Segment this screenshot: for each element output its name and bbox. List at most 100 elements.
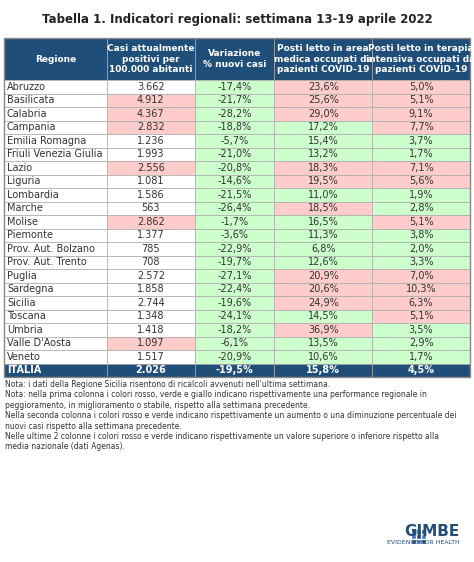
Text: Piemonte: Piemonte [7, 230, 53, 240]
Bar [274, 93, 372, 107]
Bar [195, 269, 274, 283]
Bar [195, 364, 274, 377]
Bar [107, 310, 195, 323]
Text: 1,7%: 1,7% [409, 149, 433, 159]
Bar [372, 38, 470, 80]
Bar [107, 202, 195, 215]
Text: 1.236: 1.236 [137, 136, 164, 146]
Bar [4, 269, 107, 283]
Text: 36,9%: 36,9% [308, 325, 338, 335]
Bar [4, 310, 107, 323]
Bar [372, 161, 470, 174]
Text: 2,9%: 2,9% [409, 338, 433, 348]
Text: 1.418: 1.418 [137, 325, 164, 335]
Text: 18,3%: 18,3% [308, 163, 338, 173]
Text: 785: 785 [141, 244, 160, 254]
Bar [274, 147, 372, 161]
Text: 10,6%: 10,6% [308, 352, 338, 362]
Bar [107, 215, 195, 229]
Bar [195, 93, 274, 107]
Text: -21,5%: -21,5% [218, 190, 252, 200]
Text: 1.517: 1.517 [137, 352, 164, 362]
Text: Prov. Aut. Bolzano: Prov. Aut. Bolzano [7, 244, 95, 254]
Bar [417, 535, 421, 539]
Bar [107, 229, 195, 242]
Bar [195, 80, 274, 93]
Text: 2.572: 2.572 [137, 271, 165, 281]
Text: Posti letto in area
medica occupati da
pazienti COVID-19: Posti letto in area medica occupati da p… [274, 44, 373, 74]
Text: Molise: Molise [7, 217, 38, 226]
Bar [195, 161, 274, 174]
Bar [372, 188, 470, 202]
Bar [274, 337, 372, 350]
Text: -3,6%: -3,6% [221, 230, 249, 240]
Text: -21,7%: -21,7% [218, 95, 252, 105]
Bar [274, 350, 372, 364]
Bar [107, 242, 195, 256]
Bar [274, 202, 372, 215]
Bar [274, 215, 372, 229]
Bar [274, 161, 372, 174]
Bar [274, 80, 372, 93]
Text: 2,0%: 2,0% [409, 244, 433, 254]
Bar [274, 364, 372, 377]
Bar [107, 38, 195, 80]
Text: 2.832: 2.832 [137, 123, 164, 132]
Bar [372, 93, 470, 107]
Text: Campania: Campania [7, 123, 56, 132]
Bar [195, 296, 274, 310]
Bar [274, 174, 372, 188]
Text: 11,3%: 11,3% [308, 230, 338, 240]
Text: Basilicata: Basilicata [7, 95, 55, 105]
Bar [195, 134, 274, 147]
Text: 4,5%: 4,5% [408, 365, 435, 375]
Text: 2.556: 2.556 [137, 163, 165, 173]
Bar [274, 256, 372, 269]
Bar [107, 364, 195, 377]
Bar [4, 229, 107, 242]
Bar [195, 38, 274, 80]
Bar [274, 188, 372, 202]
Bar [274, 107, 372, 120]
Bar [195, 202, 274, 215]
Bar [4, 147, 107, 161]
Text: 20,6%: 20,6% [308, 284, 338, 294]
Bar [107, 161, 195, 174]
Text: 23,6%: 23,6% [308, 81, 338, 92]
Bar [372, 364, 470, 377]
Text: Abruzzo: Abruzzo [7, 81, 46, 92]
Bar [4, 188, 107, 202]
Text: EVIDENCE FOR HEALTH: EVIDENCE FOR HEALTH [387, 540, 460, 545]
Text: 15,8%: 15,8% [306, 365, 340, 375]
Text: 5,1%: 5,1% [409, 217, 433, 226]
Text: Sicilia: Sicilia [7, 298, 36, 308]
Bar [274, 38, 372, 80]
Text: 2.862: 2.862 [137, 217, 164, 226]
Text: 1.348: 1.348 [137, 311, 164, 321]
Bar [4, 215, 107, 229]
Text: -18,2%: -18,2% [218, 325, 252, 335]
Bar [372, 215, 470, 229]
Bar [4, 93, 107, 107]
Bar [107, 80, 195, 93]
Text: 5,1%: 5,1% [409, 311, 433, 321]
Bar [274, 242, 372, 256]
Text: 1.377: 1.377 [137, 230, 164, 240]
Text: Posti letto in terapia
intensiva occupati da
pazienti COVID-19: Posti letto in terapia intensiva occupat… [366, 44, 474, 74]
Text: -20,9%: -20,9% [218, 352, 252, 362]
Bar [195, 107, 274, 120]
Text: 3,5%: 3,5% [409, 325, 433, 335]
Text: Variazione
% nuovi casi: Variazione % nuovi casi [203, 49, 266, 69]
Bar [107, 337, 195, 350]
Text: ITALIA: ITALIA [7, 365, 41, 375]
Bar [274, 296, 372, 310]
Text: Lombardia: Lombardia [7, 190, 59, 200]
Bar [372, 296, 470, 310]
Bar [412, 530, 416, 534]
Text: Nota: i dati della Regione Sicilia risentono di ricalcoli avvenuti nell'ultima s: Nota: i dati della Regione Sicilia risen… [5, 380, 456, 451]
Bar [195, 256, 274, 269]
Text: Liguria: Liguria [7, 176, 40, 186]
Text: 708: 708 [142, 257, 160, 268]
Bar [4, 350, 107, 364]
Text: 1.081: 1.081 [137, 176, 164, 186]
